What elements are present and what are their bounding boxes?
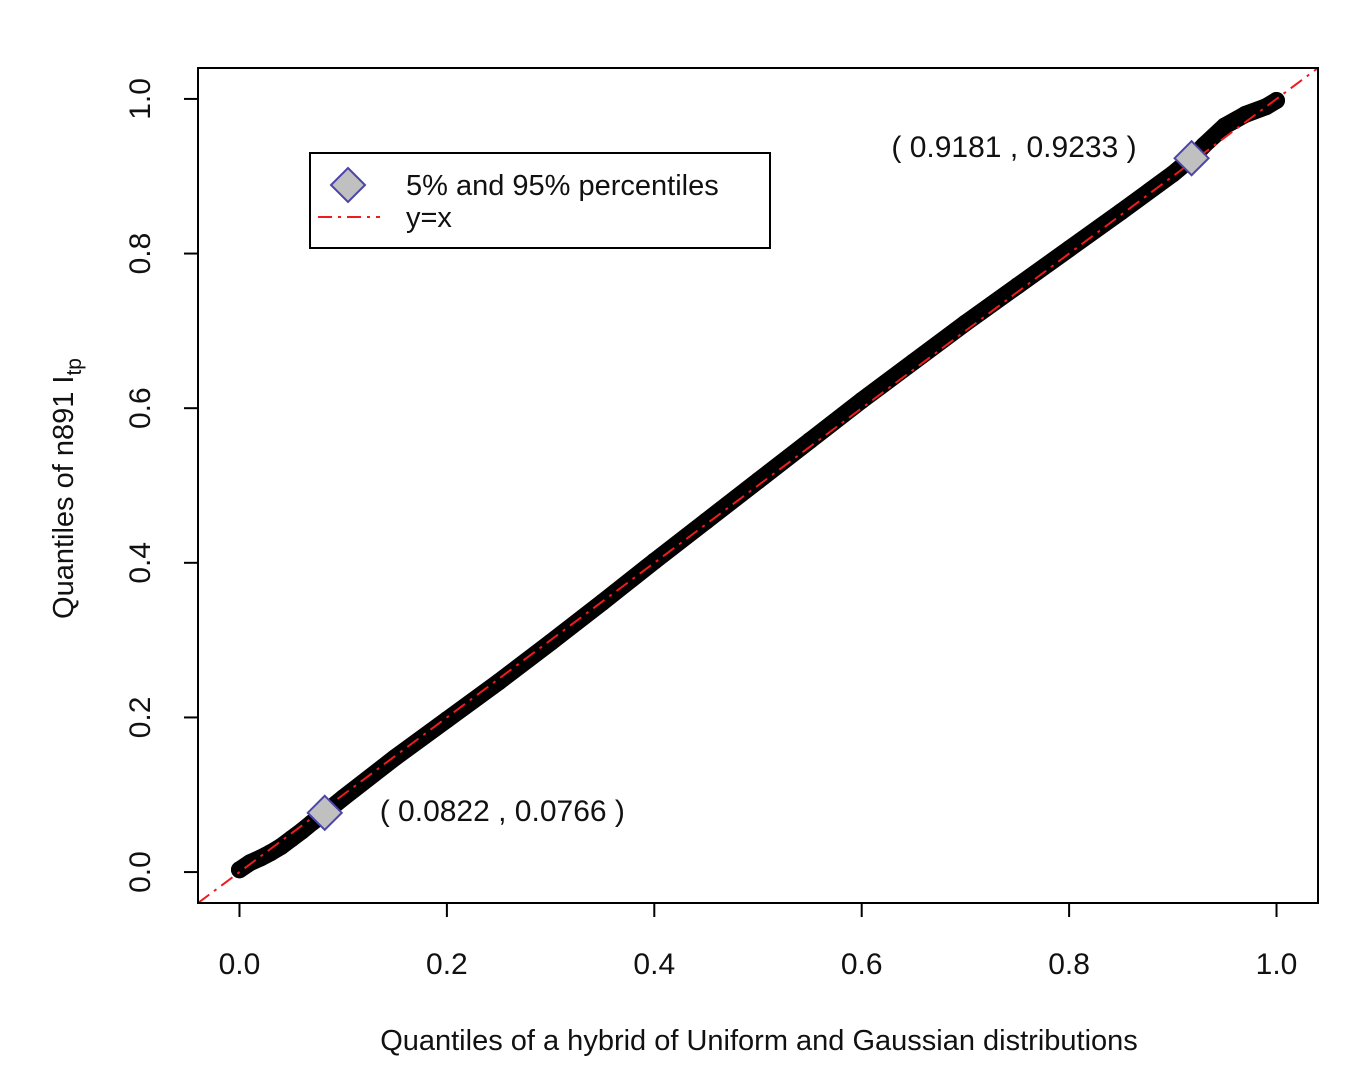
reference-line-group bbox=[198, 68, 1318, 903]
data-point bbox=[905, 353, 923, 371]
legend-label-percentiles: 5% and 95% percentiles bbox=[406, 170, 719, 202]
x-axis: 0.0 0.2 0.4 0.6 0.8 1.0 bbox=[219, 902, 1298, 981]
y-axis-title: Quantiles of n891 Itp bbox=[48, 358, 86, 619]
data-point bbox=[1060, 240, 1078, 258]
x-tick-label: 0.4 bbox=[633, 948, 675, 981]
data-point bbox=[1236, 105, 1254, 123]
annotation-lower: ( 0.0822 , 0.0766 ) bbox=[380, 795, 625, 828]
annotation-upper: ( 0.9181 , 0.9233 ) bbox=[891, 131, 1136, 164]
data-point bbox=[386, 749, 404, 767]
y-tick-label: 0.2 bbox=[124, 697, 157, 739]
percentile-marker bbox=[306, 794, 344, 832]
legend-label-identity: y=x bbox=[406, 202, 452, 234]
y-tick-label: 0.0 bbox=[124, 851, 157, 893]
y-tick-label: 0.8 bbox=[124, 233, 157, 275]
y-axis: 0.0 0.2 0.4 0.6 0.8 1.0 bbox=[124, 78, 199, 893]
plot-area bbox=[198, 68, 1318, 903]
data-point bbox=[853, 391, 871, 409]
data-point bbox=[1164, 165, 1182, 183]
x-tick-label: 0.8 bbox=[1048, 948, 1090, 981]
y-tick-label: 0.6 bbox=[124, 387, 157, 429]
annotations: ( 0.0822 , 0.0766 ) ( 0.9181 , 0.9233 ) bbox=[380, 131, 1137, 828]
data-point bbox=[697, 512, 715, 530]
y-tick-label: 0.4 bbox=[124, 542, 157, 584]
data-point bbox=[490, 673, 508, 691]
legend-box bbox=[309, 152, 771, 249]
data-point bbox=[956, 314, 974, 332]
data-point bbox=[1216, 117, 1234, 135]
y-tick-label: 1.0 bbox=[124, 78, 157, 120]
x-tick-label: 1.0 bbox=[1256, 948, 1298, 981]
x-axis-title: Quantiles of a hybrid of Uniform and Gau… bbox=[380, 1025, 1138, 1057]
y-axis-title-subscript: tp bbox=[63, 358, 86, 376]
data-point bbox=[438, 711, 456, 729]
x-tick-label: 0.6 bbox=[841, 948, 883, 981]
legend-diamond-icon bbox=[329, 166, 367, 204]
y-axis-title-main: Quantiles of n891 I bbox=[48, 376, 80, 619]
reference-line-y-equals-x bbox=[198, 68, 1318, 903]
data-point bbox=[749, 472, 767, 490]
data-point bbox=[334, 789, 352, 807]
data-point bbox=[1268, 91, 1286, 109]
x-tick-label: 0.0 bbox=[219, 948, 261, 981]
data-point bbox=[1112, 203, 1130, 221]
percentile-marker bbox=[1173, 139, 1210, 177]
x-tick-label: 0.2 bbox=[426, 948, 468, 981]
